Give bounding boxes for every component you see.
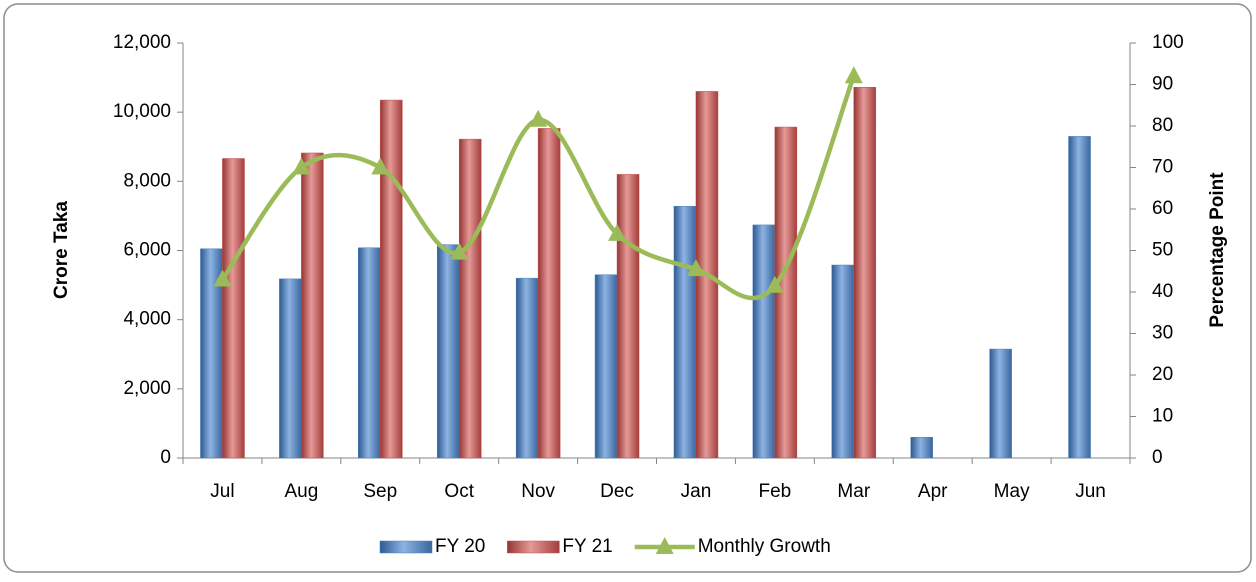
line-marker — [450, 242, 469, 260]
bar — [436, 244, 460, 459]
x-tick-label: Dec — [600, 481, 634, 502]
bar — [358, 247, 381, 459]
bar — [222, 158, 245, 459]
y-tick-label: 12,000 — [113, 32, 171, 53]
y-tick-label: 0 — [160, 447, 171, 468]
line-marker — [686, 259, 705, 277]
bar — [853, 87, 877, 459]
legend-swatch — [655, 537, 674, 554]
y-tick-label: 10,000 — [113, 101, 171, 122]
x-tick-label: Apr — [918, 481, 948, 502]
line-marker — [529, 109, 548, 127]
x-tick-label: May — [994, 481, 1030, 502]
bar — [673, 205, 697, 459]
bar — [301, 152, 324, 459]
y-tick-label: 2,000 — [123, 378, 171, 399]
line-marker — [213, 269, 232, 287]
y2-tick-label: 80 — [1152, 115, 1173, 136]
y2-tick-label: 40 — [1152, 281, 1173, 302]
bar — [752, 224, 776, 459]
y2-tick-label: 50 — [1152, 240, 1173, 261]
x-tick-label: Aug — [284, 481, 318, 502]
line-marker — [608, 223, 627, 241]
bar — [380, 99, 403, 459]
bar — [515, 277, 539, 459]
y-axis-title: Crore Taka — [51, 201, 72, 299]
bar — [831, 264, 855, 459]
y2-tick-label: 10 — [1152, 406, 1173, 427]
y2-tick-label: 70 — [1152, 157, 1173, 178]
legend-label: FY 20 — [435, 536, 485, 557]
y-tick-label: 8,000 — [123, 170, 171, 191]
legend-swatch — [507, 540, 560, 554]
x-tick-label: Feb — [759, 481, 792, 502]
y2-tick-label: 20 — [1152, 364, 1173, 385]
y2-tick-label: 30 — [1152, 323, 1173, 344]
x-tick-label: Sep — [363, 481, 397, 502]
y2-tick-label: 100 — [1152, 32, 1184, 53]
bar — [616, 174, 640, 459]
x-tick-label: Jan — [681, 481, 712, 502]
bar — [1068, 136, 1091, 459]
y-tick-label: 6,000 — [123, 240, 171, 261]
line-marker — [371, 157, 390, 175]
bar — [910, 437, 933, 459]
x-tick-label: Jul — [210, 481, 234, 502]
y2-tick-label: 60 — [1152, 198, 1173, 219]
bar — [594, 274, 618, 459]
y2-tick-label: 90 — [1152, 74, 1173, 95]
legend-label: Monthly Growth — [698, 536, 831, 557]
legend-label: FY 21 — [562, 536, 612, 557]
y-tick-label: 4,000 — [123, 309, 171, 330]
x-tick-label: Oct — [444, 481, 474, 502]
bar — [279, 278, 302, 459]
y2-tick-label: 0 — [1152, 447, 1163, 468]
bar — [537, 128, 561, 459]
bar — [458, 138, 482, 459]
x-tick-label: Jun — [1075, 481, 1106, 502]
x-tick-label: Mar — [837, 481, 870, 502]
x-tick-label: Nov — [521, 481, 555, 502]
bar — [989, 348, 1012, 459]
legend-swatch — [379, 540, 433, 554]
y2-axis-title: Percentage Point — [1207, 172, 1228, 328]
line-marker — [292, 157, 311, 175]
line-marker — [765, 275, 784, 293]
line-marker — [844, 66, 863, 84]
